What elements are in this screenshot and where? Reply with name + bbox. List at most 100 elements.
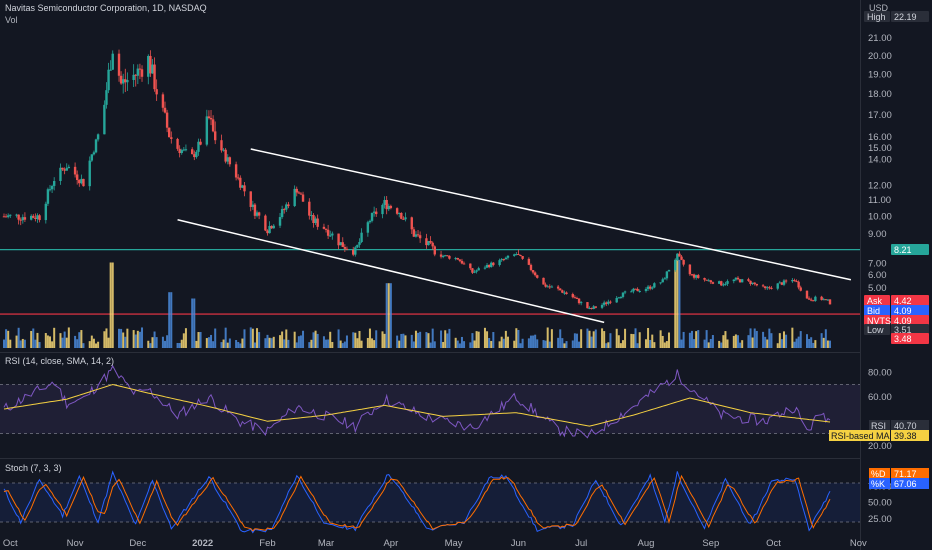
volume-bar [168, 292, 171, 348]
candle-body [586, 302, 589, 309]
candle-body [782, 280, 786, 285]
candle-body [565, 292, 568, 295]
candle-body [266, 230, 269, 234]
candle-body [92, 152, 96, 155]
volume-bar [724, 331, 727, 348]
candle-body [433, 246, 436, 255]
volume-bar [557, 337, 560, 348]
candle-body [149, 55, 152, 74]
volume-bar [471, 333, 474, 348]
volume-bar [63, 331, 66, 348]
candle-body [665, 271, 669, 279]
volume-bar [90, 335, 93, 348]
volume-bar [329, 331, 332, 348]
candle-body [88, 160, 91, 187]
stoch-k-line [3, 470, 831, 534]
candle-body [36, 215, 39, 220]
candle-body [48, 189, 52, 191]
candle-body [46, 189, 50, 204]
candle-body [124, 79, 127, 83]
volume-bar [665, 341, 668, 348]
volume-bar [419, 331, 422, 348]
volume-bar [249, 327, 252, 348]
volume-bar [120, 328, 123, 348]
candle-body [659, 282, 662, 284]
volume-bar [178, 343, 181, 348]
volume-bar [404, 335, 407, 348]
candle-body [111, 53, 114, 70]
volume-bar [676, 259, 679, 348]
volume-bar [734, 334, 737, 348]
candle-body [404, 217, 407, 220]
high-tag-label: High [867, 12, 886, 22]
volume-bar [354, 332, 357, 348]
candle-body [272, 225, 275, 229]
candle-body [161, 94, 165, 108]
rsi-tick-label: 60.00 [868, 392, 892, 403]
resistance-tag-value-bg [891, 244, 929, 255]
support-tag-value: 3.48 [894, 334, 912, 344]
price-tick-label: 16.00 [868, 132, 892, 143]
price-tick-label: 11.00 [868, 195, 891, 206]
candle-body [147, 55, 150, 77]
candle-body [90, 154, 94, 161]
volume-bar [785, 334, 788, 348]
volume-bar [396, 335, 399, 348]
candle-body [107, 69, 110, 91]
resistance-tag: 8.21 [891, 244, 929, 255]
volume-bar [690, 330, 693, 348]
candle-body [251, 204, 255, 207]
candle-body [170, 137, 173, 139]
price-tick-label: 14.00 [868, 155, 892, 166]
volume-bar [808, 338, 811, 348]
volume-bar [239, 343, 242, 348]
candle-body [799, 287, 802, 291]
candle-body [536, 275, 539, 278]
candle-body [278, 217, 282, 226]
volume-bar [619, 343, 622, 348]
candle-body [724, 283, 727, 285]
candle-body [427, 240, 430, 246]
candle-body [680, 256, 683, 260]
volume-bar [400, 333, 403, 348]
volume-bar [770, 333, 773, 348]
volume-bar [398, 340, 401, 348]
stoch-pane [0, 470, 860, 534]
candle-body [795, 281, 798, 283]
candle-body [410, 217, 413, 230]
candle-body [556, 286, 560, 289]
volume-bar [812, 342, 815, 348]
volume-bar [741, 340, 744, 348]
candle-body [214, 131, 217, 141]
time-tick-label: Jul [575, 538, 587, 549]
candle-body [548, 286, 551, 288]
candle-body [308, 201, 311, 216]
volume-bar [517, 330, 520, 348]
candle-body [105, 90, 108, 105]
candle-body [692, 274, 696, 278]
candle-body [630, 291, 633, 293]
volume-bar [680, 339, 683, 348]
candle-body [34, 217, 37, 220]
candle-body [809, 299, 813, 301]
volume-bar [502, 338, 505, 348]
volume-bar [360, 340, 363, 348]
volume-bar [483, 327, 486, 348]
time-tick-label: May [445, 538, 463, 549]
candle-body [191, 149, 194, 155]
volume-bar [124, 336, 127, 348]
volume-bar [653, 342, 656, 348]
volume-bar [51, 341, 54, 348]
candle-body [490, 262, 493, 268]
volume-bar [475, 331, 478, 348]
candle-body [441, 255, 445, 257]
volume-bar [153, 331, 156, 348]
candle-body [368, 220, 372, 223]
volume-bar [308, 342, 311, 348]
candle-body [287, 204, 290, 207]
candle-body [310, 215, 313, 217]
candle-body [644, 288, 648, 292]
candle-body [153, 64, 156, 90]
